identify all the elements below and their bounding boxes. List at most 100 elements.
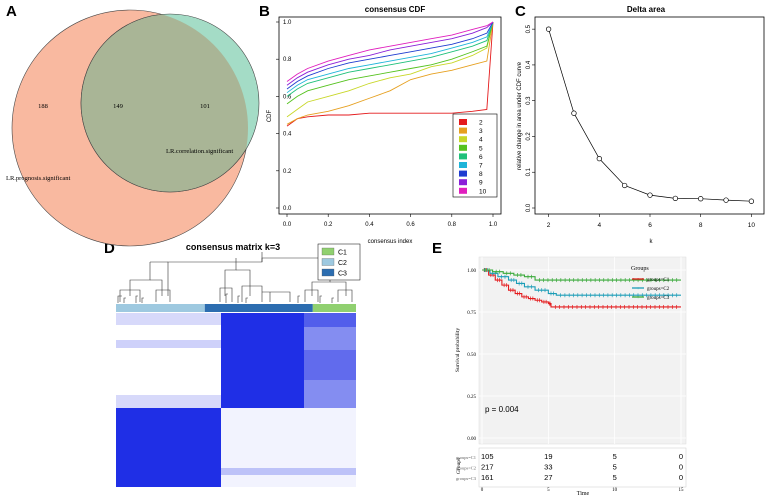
cdf-series-6 xyxy=(286,21,494,97)
cluster-bar-c2 xyxy=(116,304,205,312)
panel-letter-c: C xyxy=(515,3,526,20)
km-xtick-label: 0 xyxy=(481,488,484,493)
cdf-legend-label-2: 2 xyxy=(479,120,483,127)
cluster-bar-c3 xyxy=(204,304,313,312)
risk-table-count: 27 xyxy=(544,473,552,482)
venn-right-count: 101 xyxy=(200,103,210,110)
delta-title: Delta area xyxy=(627,5,666,14)
cdf-series-3 xyxy=(286,21,494,125)
km-ytick-label: 0.00 xyxy=(467,437,476,442)
delta-ytick-label: 0.0 xyxy=(526,203,532,212)
venn-diagram: 188 149 101 LR.prognosis.significant LR.… xyxy=(6,9,260,247)
cdf-ytick-label: 0.4 xyxy=(283,132,292,138)
delta-area-chart: Delta area 2 4 6 8 10 0.0 0.1 0.2 0.3 0.4 0.5 k re… xyxy=(517,5,765,245)
risk-table-count: 5 xyxy=(613,463,617,472)
heatmap-faint-strip-4 xyxy=(116,468,356,475)
cdf-xlabel: consensus index xyxy=(368,239,413,245)
km-xtick-label: 15 xyxy=(679,488,685,493)
delta-point xyxy=(723,197,729,203)
km-xlabel: Time xyxy=(577,491,590,497)
risk-table-count: 0 xyxy=(679,473,683,482)
cdf-legend-label-7: 7 xyxy=(479,163,483,170)
venn-left-count: 188 xyxy=(38,103,48,110)
delta-point xyxy=(748,198,755,204)
km-pvalue: p = 0.004 xyxy=(485,405,519,414)
cdf-series-8 xyxy=(286,21,494,90)
heatmap-faint-region xyxy=(221,408,356,487)
cdf-series-10 xyxy=(286,21,494,82)
heatmap-title: consensus matrix k=3 xyxy=(186,242,280,252)
delta-point xyxy=(698,196,704,202)
heatmap-faint-strip-1 xyxy=(116,313,221,325)
risk-table-count: 217 xyxy=(481,463,494,472)
heatmap-block-c3 xyxy=(221,313,304,408)
cdf-legend-swatch-6 xyxy=(459,153,467,160)
delta-ytick-label: 0.3 xyxy=(526,96,532,105)
heatmap-legend-label-c3: C3 xyxy=(338,271,347,278)
risk-table-count: 0 xyxy=(679,463,683,472)
cdf-legend-swatch-10 xyxy=(459,187,467,194)
heatmap-legend-swatch-c2 xyxy=(321,258,335,266)
heatmap-legend: C1 C2 C3 xyxy=(317,243,361,281)
delta-point xyxy=(596,155,602,162)
cdf-legend-label-5: 5 xyxy=(479,145,483,152)
cdf-legend-label-3: 3 xyxy=(479,128,483,135)
heatmap-legend-swatch-c3 xyxy=(321,268,335,277)
cdf-legend-label-9: 9 xyxy=(479,180,483,187)
venn-right-label: LR.correlation.significant xyxy=(166,148,233,155)
km-curve-c2 xyxy=(482,269,681,296)
heatmap-block-c1-inner xyxy=(304,350,356,380)
risk-table-count: 5 xyxy=(613,452,617,461)
delta-point xyxy=(545,26,552,32)
delta-xlabel: k xyxy=(650,239,654,245)
risk-table-count: 161 xyxy=(481,473,494,482)
dendrogram xyxy=(117,252,353,303)
panel-letter-e: E xyxy=(432,240,443,257)
cdf-title: consensus CDF xyxy=(365,5,426,14)
risk-table-frame xyxy=(478,447,687,488)
cdf-ytick-label: 0.8 xyxy=(283,57,292,63)
km-xtick-label: 10 xyxy=(612,488,618,493)
risk-table-group-label: groups=C2 xyxy=(456,466,476,471)
delta-point xyxy=(622,182,628,189)
cdf-legend-label-4: 4 xyxy=(479,137,483,144)
delta-xtick-label: 6 xyxy=(648,222,652,229)
delta-ytick-label: 0.2 xyxy=(526,132,532,141)
heatmap-faint-strip-3 xyxy=(116,395,221,408)
delta-xtick-label: 4 xyxy=(597,222,601,229)
risk-table-count: 0 xyxy=(679,452,683,461)
cdf-ytick-label: 1.0 xyxy=(283,20,292,26)
heatmap-legend-label-c2: C2 xyxy=(338,260,347,267)
cdf-xtick-label: 0.6 xyxy=(406,222,415,228)
delta-ylabel: relative change in area under CDF curve xyxy=(517,61,523,170)
heatmap-block-top-strip xyxy=(221,313,356,327)
risk-table-count: 105 xyxy=(481,452,494,461)
cdf-xtick-label: 0.2 xyxy=(324,222,333,228)
heatmap-block-c1 xyxy=(304,313,356,408)
km-legend-label: groups=C1 xyxy=(647,278,670,283)
delta-ytick-label: 0.1 xyxy=(526,167,532,176)
cdf-ylabel: CDF xyxy=(267,110,273,123)
km-ytick-label: 0.75 xyxy=(467,311,476,316)
delta-ytick-label: 0.4 xyxy=(526,60,532,69)
cdf-legend-swatch-8 xyxy=(459,170,467,177)
cdf-legend-swatch-3 xyxy=(459,127,467,134)
heatmap-legend-swatch-c1 xyxy=(321,247,335,256)
delta-xtick-label: 10 xyxy=(748,222,756,229)
km-ytick-label: 1.00 xyxy=(467,269,476,274)
cdf-legend: 23 45 6 78 910 xyxy=(452,113,498,198)
km-curve-c1 xyxy=(482,269,681,308)
risk-table-group-label: groups=C1 xyxy=(456,455,476,460)
risk-table-ylabel: Groups xyxy=(456,458,462,474)
km-ylabel: Survival probability xyxy=(455,328,461,372)
cdf-xtick-label: 0.8 xyxy=(448,222,457,228)
cluster-bar-c1 xyxy=(312,304,356,312)
venn-intersection-count: 149 xyxy=(113,103,123,110)
panel-letter-a: A xyxy=(6,3,17,20)
delta-xtick-label: 2 xyxy=(547,222,551,229)
cdf-ytick-label: 0.6 xyxy=(283,94,292,100)
heatmap-legend-label-c1: C1 xyxy=(338,250,347,257)
delta-point xyxy=(571,110,577,116)
panel-letter-b: B xyxy=(259,3,270,20)
